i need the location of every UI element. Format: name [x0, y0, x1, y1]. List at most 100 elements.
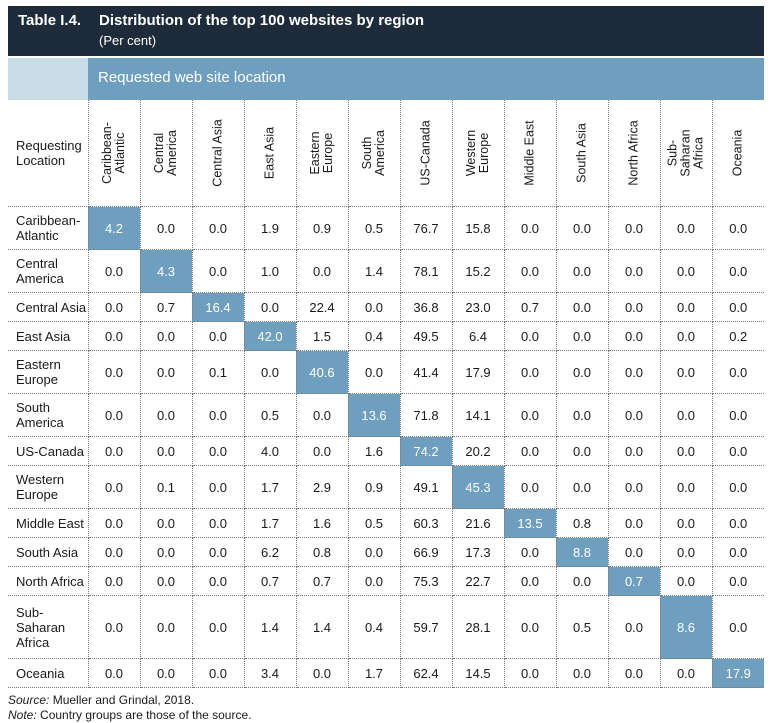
- table-number: Table I.4.: [18, 12, 82, 29]
- value-cell: 0.0: [140, 658, 193, 688]
- column-header-label: East Asia: [262, 126, 277, 180]
- value-cell: 0.0: [192, 566, 245, 596]
- value-cell: 0.0: [608, 350, 661, 394]
- column-header: Caribbean- Atlantic: [88, 100, 141, 207]
- corner-text: Requesting Location: [16, 138, 82, 168]
- distribution-table: Requesting Location Caribbean- Atlantic Cen…: [8, 100, 764, 688]
- column-header: Western Europe: [452, 100, 505, 207]
- value-cell: 49.5: [400, 321, 453, 351]
- table-row: South America 0.0 0.0 0.0 0.5 0.0 13.6 71.8 14.1 0…: [8, 393, 764, 437]
- value-cell: 0.0: [140, 206, 193, 250]
- diagonal-cell: 40.6: [296, 350, 349, 394]
- value-cell: 0.0: [556, 206, 609, 250]
- column-header: Sub- Saharan Africa: [660, 100, 713, 207]
- value-cell: 49.1: [400, 465, 453, 509]
- value-cell: 17.3: [452, 537, 505, 567]
- diagonal-cell: 74.2: [400, 436, 453, 466]
- value-cell: 0.0: [608, 508, 661, 538]
- value-cell: 0.9: [348, 465, 401, 509]
- row-label: Eastern Europe: [8, 350, 89, 394]
- value-cell: 0.0: [88, 350, 141, 394]
- column-header: Eastern Europe: [296, 100, 349, 207]
- value-cell: 0.0: [192, 658, 245, 688]
- value-cell: 0.0: [712, 508, 764, 538]
- value-cell: 17.9: [452, 350, 505, 394]
- value-cell: 0.0: [140, 508, 193, 538]
- value-cell: 0.7: [244, 566, 297, 596]
- column-group-band: Requested web site location: [8, 58, 764, 100]
- value-cell: 0.0: [504, 350, 557, 394]
- value-cell: 0.5: [348, 508, 401, 538]
- value-cell: 6.4: [452, 321, 505, 351]
- value-cell: 0.0: [660, 321, 713, 351]
- value-cell: 0.0: [192, 595, 245, 659]
- column-header-label: South America: [360, 130, 387, 176]
- value-cell: 1.0: [244, 249, 297, 293]
- value-cell: 3.4: [244, 658, 297, 688]
- value-cell: 0.0: [244, 292, 297, 322]
- value-cell: 0.0: [712, 292, 764, 322]
- value-cell: 0.0: [88, 249, 141, 293]
- row-label: South America: [8, 393, 89, 437]
- value-cell: 0.0: [88, 508, 141, 538]
- value-cell: 0.0: [244, 350, 297, 394]
- column-header-label: US-Canada: [418, 120, 433, 186]
- value-cell: 0.0: [660, 566, 713, 596]
- column-header: Central Asia: [192, 100, 245, 207]
- row-label: Central America: [8, 249, 89, 293]
- note-line: Note: Country groups are those of the so…: [8, 708, 251, 722]
- column-header-label: Central America: [152, 130, 179, 176]
- value-cell: 0.0: [348, 566, 401, 596]
- value-cell: 0.0: [140, 393, 193, 437]
- diagonal-cell: 45.3: [452, 465, 505, 509]
- diagonal-cell: 17.9: [712, 658, 764, 688]
- value-cell: 0.0: [140, 537, 193, 567]
- value-cell: 0.0: [608, 292, 661, 322]
- value-cell: 0.0: [140, 436, 193, 466]
- value-cell: 0.5: [244, 393, 297, 437]
- diagonal-cell: 4.2: [88, 206, 141, 250]
- value-cell: 0.0: [504, 206, 557, 250]
- column-header-label: Eastern Europe: [308, 131, 335, 175]
- source-text: Mueller and Grindal, 2018.: [49, 693, 195, 707]
- value-cell: 0.0: [660, 508, 713, 538]
- value-cell: 0.0: [88, 292, 141, 322]
- table-row: US-Canada 0.0 0.0 0.0 4.0 0.0 1.6 74.2 20.2 0.0 0.…: [8, 436, 764, 466]
- value-cell: 66.9: [400, 537, 453, 567]
- value-cell: 0.0: [712, 566, 764, 596]
- table-row: Eastern Europe 0.0 0.0 0.1 0.0 40.6 0.0 41.4 17.9…: [8, 350, 764, 394]
- table-row: Western Europe 0.0 0.1 0.0 1.7 2.9 0.9 49.1 45.3 0…: [8, 465, 764, 509]
- value-cell: 0.0: [296, 393, 349, 437]
- value-cell: 0.0: [660, 658, 713, 688]
- row-label: Caribbean- Atlantic: [8, 206, 89, 250]
- value-cell: 0.0: [296, 436, 349, 466]
- diagonal-cell: 0.7: [608, 566, 661, 596]
- value-cell: 59.7: [400, 595, 453, 659]
- value-cell: 71.8: [400, 393, 453, 437]
- value-cell: 0.7: [504, 292, 557, 322]
- value-cell: 0.0: [660, 393, 713, 437]
- row-label: North Africa: [8, 566, 89, 596]
- value-cell: 0.5: [348, 206, 401, 250]
- row-label: Oceania: [8, 658, 89, 688]
- value-cell: 0.0: [504, 658, 557, 688]
- diagonal-cell: 8.8: [556, 537, 609, 567]
- table-row: Sub- Saharan Africa 0.0 0.0 0.0 1.4 1.4 0.4 59.7 2…: [8, 595, 764, 659]
- value-cell: 0.0: [504, 321, 557, 351]
- value-cell: 15.2: [452, 249, 505, 293]
- value-cell: 0.0: [348, 292, 401, 322]
- value-cell: 0.0: [504, 249, 557, 293]
- value-cell: 0.0: [88, 393, 141, 437]
- value-cell: 1.5: [296, 321, 349, 351]
- value-cell: 0.0: [712, 537, 764, 567]
- row-label: Middle East: [8, 508, 89, 538]
- value-cell: 1.6: [296, 508, 349, 538]
- diagonal-cell: 42.0: [244, 321, 297, 351]
- value-cell: 0.0: [192, 537, 245, 567]
- value-cell: 0.0: [712, 465, 764, 509]
- column-header-label: Western Europe: [464, 129, 491, 177]
- value-cell: 0.0: [504, 393, 557, 437]
- value-cell: 0.0: [88, 658, 141, 688]
- table-row: Oceania 0.0 0.0 0.0 3.4 0.0 1.7 62.4 14.5 0.0 0.0 0…: [8, 658, 764, 688]
- value-cell: 0.7: [296, 566, 349, 596]
